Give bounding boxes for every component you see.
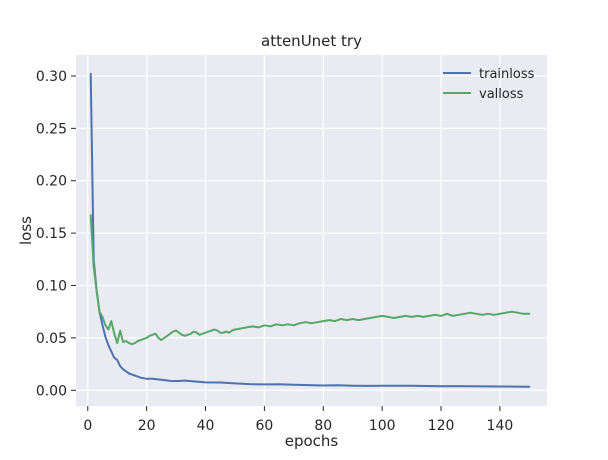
y-tick-label: 0.10 bbox=[36, 279, 67, 295]
x-tick-label: 80 bbox=[314, 418, 332, 434]
y-tick-label: 0.00 bbox=[36, 383, 67, 399]
y-tick-label: 0.05 bbox=[36, 331, 67, 347]
y-axis-label: loss bbox=[17, 216, 35, 245]
y-tick-label: 0.25 bbox=[36, 121, 67, 137]
legend-label-trainloss: trainloss bbox=[479, 67, 535, 82]
y-tick-label: 0.15 bbox=[36, 226, 67, 242]
series-line-trainloss bbox=[89, 72, 531, 388]
series-layer bbox=[89, 72, 531, 388]
x-axis-label: epochs bbox=[285, 432, 339, 450]
x-tick-label: 120 bbox=[428, 418, 455, 434]
x-axis-ticks: 0 20 40 60 80 100 120 140 bbox=[83, 406, 513, 434]
x-tick-label: 100 bbox=[369, 418, 396, 434]
y-tick-label: 0.30 bbox=[36, 69, 67, 85]
legend: trainloss valloss bbox=[443, 67, 535, 102]
x-tick-label: 40 bbox=[197, 418, 215, 434]
x-tick-label: 20 bbox=[138, 418, 156, 434]
y-axis-ticks: 0.00 0.05 0.10 0.15 0.20 0.25 0.30 bbox=[36, 69, 76, 399]
x-tick-label: 140 bbox=[487, 418, 514, 434]
series-line-valloss bbox=[89, 214, 531, 346]
legend-label-valloss: valloss bbox=[479, 87, 524, 102]
x-tick-label: 60 bbox=[255, 418, 273, 434]
chart-title: attenUnet try bbox=[261, 32, 362, 50]
plot-area bbox=[76, 55, 547, 406]
grid-lines bbox=[76, 55, 547, 406]
x-tick-label: 0 bbox=[83, 418, 92, 434]
y-tick-label: 0.20 bbox=[36, 174, 67, 190]
